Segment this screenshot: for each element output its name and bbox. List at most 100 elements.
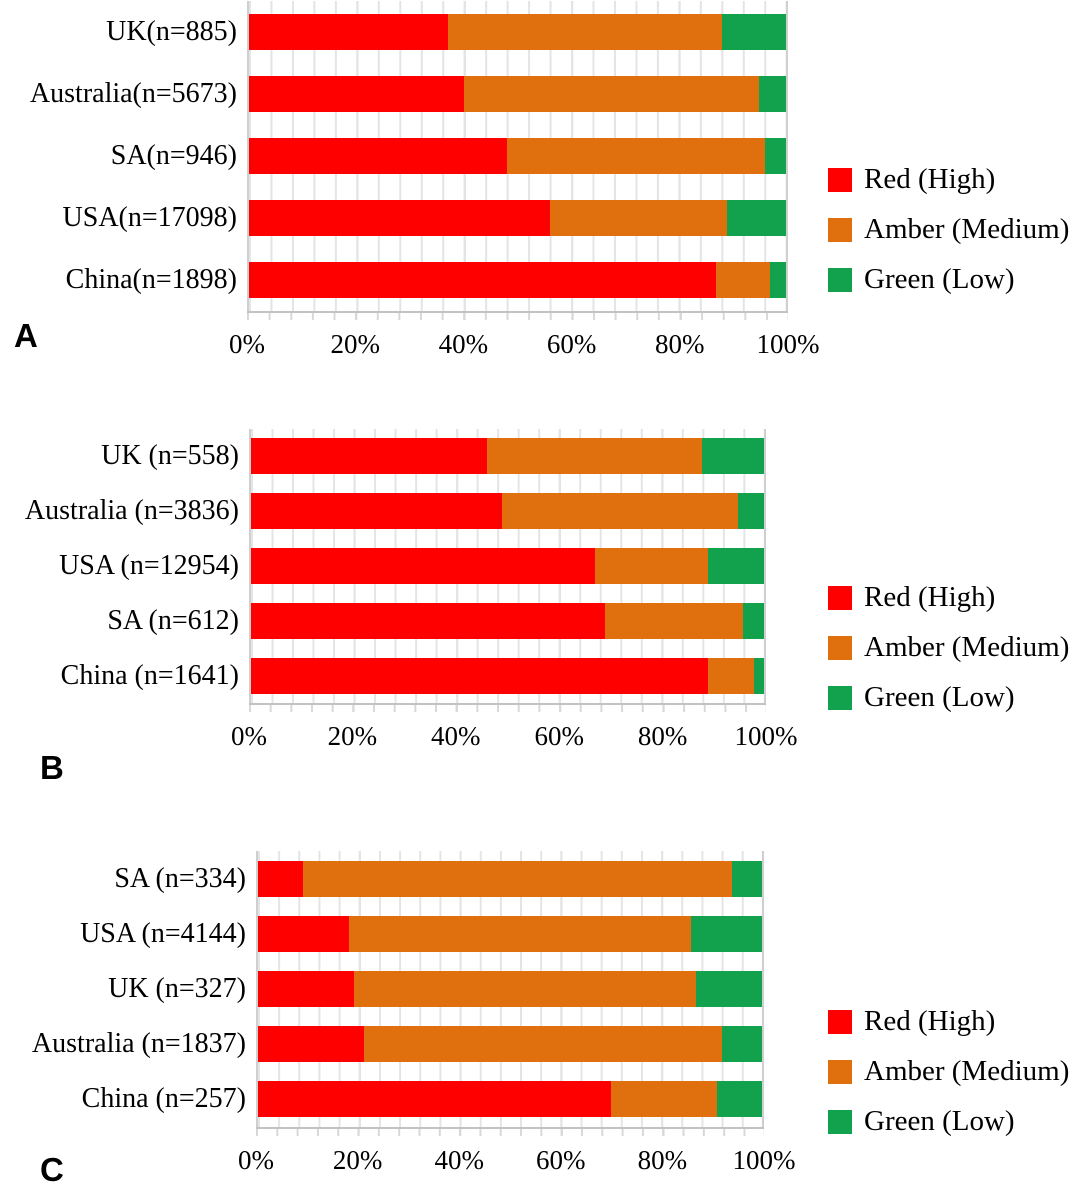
bar-segment-green	[726, 200, 786, 236]
stacked-bar	[249, 76, 786, 112]
stacked-bar	[258, 915, 762, 952]
category-label: UK (n=558)	[101, 440, 239, 472]
bar-row	[258, 906, 762, 961]
legend: Red (High) Amber (Medium) Green (Low)	[828, 1005, 1069, 1138]
stacked-bar	[249, 138, 786, 174]
category-label: SA (n=612)	[107, 604, 239, 636]
bar-row	[249, 63, 786, 125]
x-axis-tick-label: 80%	[637, 721, 688, 751]
bar-row	[251, 484, 764, 539]
x-axis-tick-label: 20%	[332, 1145, 383, 1175]
category-label: USA (n=12954)	[59, 549, 239, 581]
panel-letter: C	[40, 1151, 64, 1188]
bar-segment-amber	[447, 14, 722, 50]
category-label: USA (n=4144)	[80, 917, 246, 949]
bar-segment-green	[707, 547, 764, 584]
panel-letter: B	[40, 749, 64, 786]
x-axis-tick-label: 20%	[327, 721, 378, 751]
x-axis-tick-label: 40%	[434, 1145, 484, 1175]
bar-segment-red	[251, 657, 708, 694]
bar-segment-amber	[604, 602, 744, 639]
bar-segment-green	[738, 493, 764, 530]
legend-swatch-amber	[828, 635, 852, 660]
bar-segment-red	[251, 438, 487, 475]
category-label: Australia (n=3836)	[24, 495, 239, 527]
bar-row	[249, 187, 786, 249]
bar-segment-red	[249, 138, 507, 174]
x-axis-tick-label: 60%	[546, 329, 597, 359]
bar-segment-red	[258, 1081, 611, 1118]
bar-segment-amber	[348, 915, 692, 952]
bar-segment-green	[743, 602, 764, 639]
bar-row	[249, 1, 786, 63]
x-axis-ticks	[249, 703, 766, 712]
legend-item: Red (High)	[828, 581, 1069, 614]
x-axis-tick-label: 80%	[655, 329, 705, 359]
legend-label: Red (High)	[864, 1005, 996, 1037]
legend-swatch-amber	[828, 1059, 852, 1084]
x-axis-tick-label: 40%	[438, 329, 489, 359]
legend-item: Green (Low)	[828, 263, 1069, 296]
chart-panel: UK(n=885) Australia(n=5673) SA(n=946) USA(n…	[0, 1, 1081, 364]
bar-segment-green	[721, 14, 786, 50]
legend-swatch-red	[828, 1009, 852, 1034]
x-axis-tick-label: 40%	[431, 721, 481, 751]
x-axis-tick-label: 100%	[734, 721, 798, 751]
legend-swatch-red	[828, 585, 852, 610]
stacked-bar	[251, 657, 764, 694]
x-axis-tick-label: 0%	[238, 1145, 274, 1175]
x-axis-tick-label: 60%	[536, 1145, 586, 1175]
legend: Red (High) Amber (Medium) Green (Low)	[828, 163, 1069, 296]
chart-panel: UK (n=558) Australia (n=3836) USA (n=12954…	[0, 429, 1081, 786]
legend-label: Green (Low)	[864, 263, 1015, 295]
bar-segment-green	[691, 915, 762, 952]
plot-area	[256, 851, 764, 1127]
bar-segment-amber	[549, 200, 727, 236]
legend-item: Green (Low)	[828, 1105, 1069, 1138]
bar-row	[249, 125, 786, 187]
category-label: USA(n=17098)	[62, 202, 237, 233]
stacked-bar	[258, 1081, 762, 1118]
bar-segment-green	[731, 860, 762, 897]
stacked-bar	[251, 602, 764, 639]
plot-area	[247, 1, 788, 311]
bar-segment-red	[249, 14, 448, 50]
stacked-bar	[249, 14, 786, 50]
bar-segment-amber	[594, 547, 708, 584]
bar-segment-red	[258, 970, 354, 1007]
chart-panel: SA (n=334) USA (n=4144) UK (n=327) Australi…	[0, 851, 1081, 1188]
x-axis-labels: 0% 20% 40% 60% 80% 100%	[238, 1136, 796, 1180]
category-label: UK(n=885)	[106, 16, 237, 47]
plot-column: 0% 20% 40% 60% 80% 100%	[229, 1, 820, 364]
bar-segment-green	[702, 438, 764, 475]
legend-swatch-red	[828, 167, 852, 192]
bar-segment-amber	[303, 860, 732, 897]
x-axis-tick-label: 0%	[231, 721, 267, 751]
panel-letter: A	[14, 317, 38, 354]
bar-row	[251, 648, 764, 703]
category-label: SA (n=334)	[114, 862, 246, 894]
bar-segment-amber	[506, 138, 765, 174]
bar-row	[251, 593, 764, 648]
bar-segment-red	[258, 915, 349, 952]
bar-segment-red	[251, 547, 595, 584]
bar-row	[258, 1017, 762, 1072]
plot-column: 0% 20% 40% 60% 80% 100%	[231, 429, 798, 756]
bar-segment-red	[249, 76, 464, 112]
legend-label: Amber (Medium)	[864, 1055, 1070, 1087]
stacked-bar	[258, 860, 762, 897]
category-labels: UK(n=885) Australia(n=5673) SA(n=946) USA(n…	[0, 1, 247, 311]
stacked-bar	[251, 438, 764, 475]
legend-label: Red (High)	[864, 163, 996, 195]
stacked-bar	[251, 547, 764, 584]
legend-item: Amber (Medium)	[828, 213, 1069, 246]
bar-row	[251, 429, 764, 484]
legend-label: Amber (Medium)	[864, 631, 1070, 663]
stacked-bar	[249, 200, 786, 236]
legend-swatch-green	[828, 267, 852, 292]
bar-segment-red	[258, 1026, 364, 1063]
x-axis-labels: 0% 20% 40% 60% 80% 100%	[229, 320, 820, 364]
category-label: SA(n=946)	[110, 140, 237, 171]
stacked-bar	[249, 262, 786, 298]
